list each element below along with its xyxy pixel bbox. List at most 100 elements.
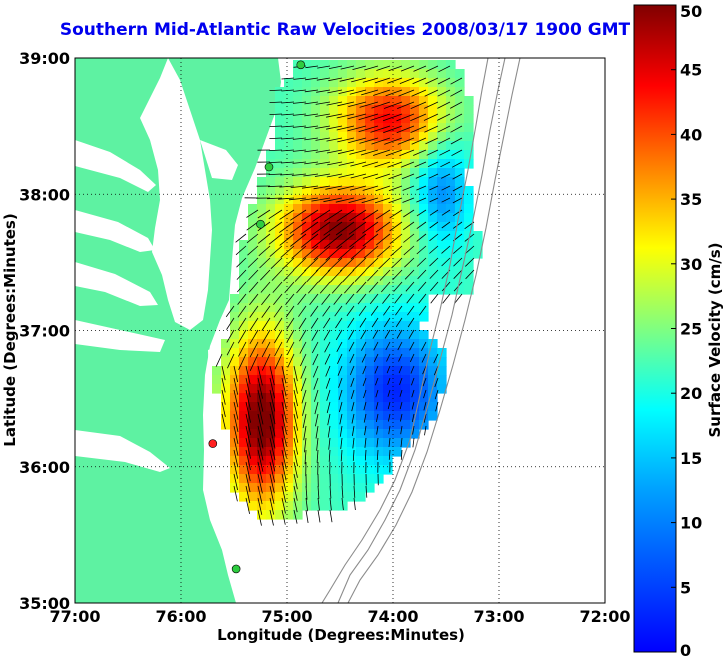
velocity-cell: [383, 222, 393, 232]
velocity-cell: [356, 69, 366, 79]
velocity-cell: [275, 492, 285, 502]
velocity-cell: [320, 240, 330, 250]
velocity-cell: [374, 375, 384, 385]
velocity-cell: [356, 141, 366, 151]
velocity-vector: [406, 293, 415, 304]
velocity-vector: [329, 509, 333, 523]
velocity-cell: [437, 375, 447, 385]
velocity-vector: [416, 185, 427, 191]
velocity-vector: [384, 137, 403, 145]
velocity-cell: [338, 60, 348, 70]
velocity-vector: [299, 341, 307, 354]
velocity-cell: [437, 222, 447, 232]
velocity-cell: [446, 276, 456, 286]
velocity-cell: [302, 294, 312, 304]
colorbar-tick-label: 45: [680, 61, 702, 80]
velocity-vector: [396, 329, 403, 339]
velocity-cell: [311, 456, 321, 466]
velocity-cell: [419, 402, 429, 412]
velocity-vector: [399, 377, 403, 385]
velocity-cell: [446, 168, 456, 178]
velocity-vector: [306, 269, 319, 283]
velocity-cell: [437, 114, 447, 124]
velocity-cell: [419, 159, 429, 169]
x-tick-labels: 77:00 76:00 75:00 74:00 73:00 72:00: [50, 607, 631, 626]
velocity-cell: [248, 303, 258, 313]
velocity-cell: [257, 348, 267, 358]
velocity-vector: [233, 461, 239, 479]
velocity-cell: [428, 249, 438, 259]
velocity-cell: [311, 177, 321, 187]
velocity-cell: [284, 204, 294, 214]
velocity-cell: [329, 438, 339, 448]
radar-station-marker: [256, 219, 265, 229]
velocity-cell: [311, 222, 321, 232]
velocity-cell: [248, 249, 258, 259]
velocity-cell: [320, 294, 330, 304]
velocity-cell: [293, 276, 303, 286]
velocity-vector: [351, 77, 367, 83]
velocity-cell: [302, 150, 312, 160]
map-plot-area: [75, 58, 605, 603]
velocity-cell: [419, 348, 429, 358]
velocity-cell: [230, 348, 240, 358]
velocity-cell: [239, 465, 249, 475]
velocity-vector: [268, 209, 283, 220]
velocity-vector: [453, 269, 463, 279]
velocity-cell: [302, 204, 312, 214]
velocity-vector: [272, 281, 283, 293]
velocity-cell: [239, 393, 249, 403]
velocity-cell: [284, 105, 294, 115]
velocity-cell: [410, 285, 420, 295]
velocity-cell: [275, 456, 285, 466]
velocity-cell: [419, 249, 429, 259]
velocity-vector: [316, 89, 331, 93]
velocity-vector: [336, 341, 343, 352]
velocity-vector: [237, 329, 247, 344]
velocity-cell: [437, 267, 447, 277]
velocity-cell: [311, 60, 321, 70]
velocity-cell: [464, 114, 474, 124]
velocity-cell: [239, 456, 249, 466]
velocity-vector: [233, 425, 239, 444]
velocity-vector: [324, 209, 343, 222]
velocity-cell: [311, 294, 321, 304]
velocity-cell: [401, 222, 411, 232]
velocity-vector: [325, 185, 343, 190]
velocity-cell: [464, 285, 474, 295]
velocity-vector: [423, 113, 439, 121]
velocity-cell: [230, 357, 240, 367]
velocity-vector: [257, 497, 263, 515]
velocity-cell: [257, 177, 267, 187]
velocity-cell: [230, 294, 240, 304]
velocity-cell: [455, 240, 465, 250]
velocity-vector: [350, 377, 355, 388]
velocity-cell: [347, 330, 357, 340]
velocity-vector: [311, 221, 331, 236]
velocity-cell: [356, 231, 366, 241]
velocity-cell: [374, 240, 384, 250]
velocity-cell: [293, 114, 303, 124]
velocity-vector: [424, 425, 427, 436]
velocity-vector: [257, 509, 262, 526]
velocity-cell: [275, 87, 285, 97]
velocity-cell: [248, 492, 258, 502]
velocity-vector: [422, 377, 427, 387]
velocity-cell: [257, 249, 267, 259]
velocity-vector: [362, 161, 379, 167]
velocity-cell: [374, 420, 384, 430]
velocity-cell: [365, 321, 375, 331]
velocity-cell: [302, 465, 312, 475]
velocity-vector: [327, 425, 331, 438]
velocity-cell: [311, 447, 321, 457]
velocity-cell: [464, 132, 474, 142]
velocity-cell: [338, 141, 348, 151]
velocity-cell: [275, 420, 285, 430]
velocity-cell: [410, 357, 420, 367]
velocity-cell: [230, 312, 240, 322]
velocity-vector: [346, 305, 355, 317]
velocity-vector: [312, 365, 319, 378]
velocity-cell: [257, 465, 267, 475]
